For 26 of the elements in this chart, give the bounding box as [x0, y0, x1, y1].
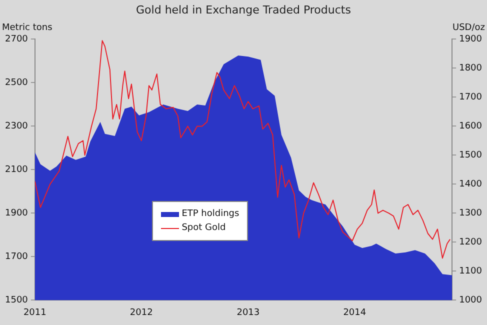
- y2-tick-label: 1400: [459, 180, 482, 190]
- y-tick-label: 2500: [5, 78, 28, 88]
- x-tick-label: 2011: [23, 308, 46, 318]
- y-tick-label: 2100: [5, 165, 28, 176]
- y-tick-label: 1700: [5, 252, 28, 262]
- y-tick-label: 2700: [5, 34, 28, 45]
- y2-tick-label: 1600: [459, 122, 482, 132]
- y2-tick-label: 1000: [459, 296, 482, 306]
- chart-title: Gold held in Exchange Traded Products: [136, 3, 352, 16]
- y-tick-label: 1500: [5, 296, 28, 306]
- y2-tick-label: 1500: [459, 150, 482, 161]
- y-axis-title: Metric tons: [2, 23, 52, 34]
- x-tick-label: 2014: [343, 308, 366, 318]
- y-tick-label: 2300: [5, 122, 28, 132]
- x-tick-label: 2013: [236, 308, 260, 318]
- y2-tick-label: 1200: [459, 238, 482, 248]
- y2-tick-label: 1100: [459, 266, 482, 277]
- legend-label: Spot Gold: [182, 223, 226, 234]
- y2-tick-label: 1700: [459, 92, 482, 103]
- x-tick-label: 2012: [130, 308, 153, 318]
- y-tick-label: 1900: [5, 208, 28, 219]
- y2-tick-label: 1900: [459, 34, 482, 45]
- y2-tick-label: 1300: [459, 208, 482, 219]
- y2-axis-title: USD/oz: [452, 23, 485, 34]
- y2-tick-label: 1800: [459, 64, 482, 74]
- series-label: ETP holdings: [182, 209, 240, 220]
